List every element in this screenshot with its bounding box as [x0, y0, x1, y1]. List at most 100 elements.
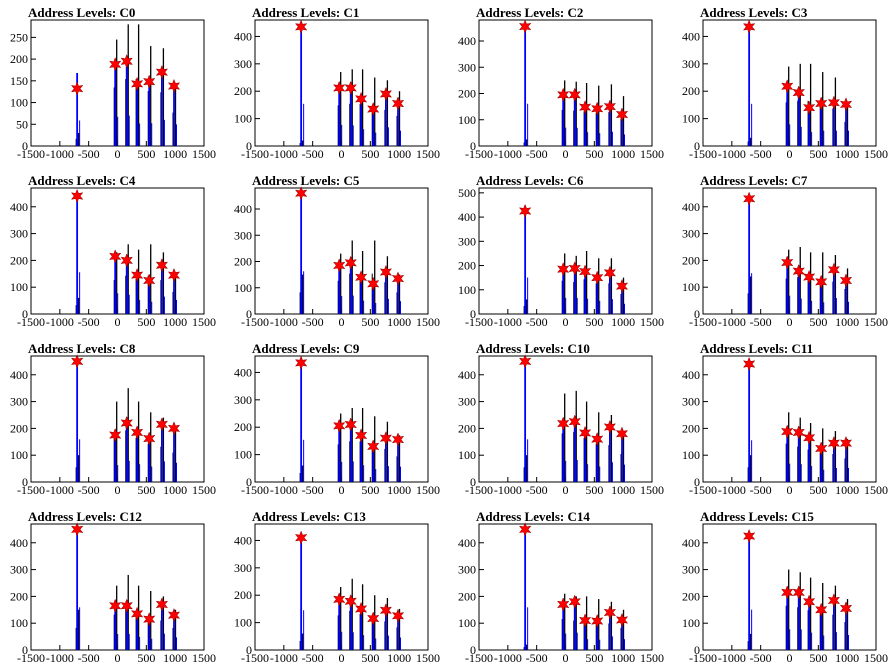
x-tick-label: 0: [115, 483, 121, 497]
peak-marker: [591, 431, 604, 447]
peak-marker: [591, 613, 604, 629]
x-tick-label: -500: [302, 651, 324, 665]
peak-marker: [120, 415, 134, 431]
y-tick-label: 100: [234, 281, 252, 295]
x-tick-label: 1000: [835, 315, 859, 329]
x-tick-label: 0: [787, 315, 793, 329]
x-tick-label: 0: [115, 651, 121, 665]
y-tick-label: 0: [470, 475, 476, 489]
y-tick-label: 400: [682, 536, 700, 550]
peak-marker: [815, 602, 828, 617]
peak-marker: [367, 276, 380, 291]
x-tick-label: -500: [526, 651, 548, 665]
peak-marker: [155, 258, 169, 273]
peak-marker: [578, 425, 592, 441]
histogram-panel: 0 100 200 300 400 -1500 -1000 -500 0 500 1000 1500 A…: [224, 0, 448, 168]
panel-title: Address Levels: C7: [700, 173, 808, 188]
peak-marker: [578, 264, 592, 279]
peak-marker: [518, 19, 532, 34]
peak-marker: [802, 269, 816, 285]
peak-marker: [143, 74, 156, 89]
peak-marker: [742, 528, 756, 544]
y-tick-label: 200: [458, 421, 476, 435]
x-tick-label: 500: [809, 483, 827, 497]
panel-title: Address Levels: C5: [252, 173, 360, 188]
x-tick-label: 1500: [864, 315, 888, 329]
x-tick-label: -1500: [241, 315, 269, 329]
plot-frame: [30, 355, 205, 483]
x-tick-label: 0: [563, 315, 569, 329]
y-tick-label: 400: [682, 368, 700, 382]
x-tick-label: 1000: [163, 147, 187, 161]
x-tick-label: -500: [78, 483, 100, 497]
y-tick-label: 200: [10, 589, 28, 603]
y-tick-label: 300: [234, 561, 252, 575]
y-tick-label: 200: [682, 253, 700, 267]
y-tick-label: 300: [234, 57, 252, 71]
x-tick-label: 1500: [192, 147, 216, 161]
x-tick-label: 1000: [387, 483, 411, 497]
x-tick-label: -1500: [17, 483, 45, 497]
y-tick-label: 400: [234, 29, 252, 43]
y-tick-label: 200: [10, 421, 28, 435]
y-tick-label: 200: [458, 87, 476, 101]
x-tick-label: -1000: [46, 147, 74, 161]
x-tick-label: 1000: [611, 483, 635, 497]
x-tick-label: 1500: [640, 483, 664, 497]
x-tick-label: -1500: [465, 315, 493, 329]
x-tick-label: -500: [750, 651, 772, 665]
x-tick-label: 0: [787, 483, 793, 497]
y-tick-label: 0: [22, 139, 28, 153]
peak-marker: [781, 79, 794, 94]
y-tick-label: 100: [10, 616, 28, 630]
peak-marker: [568, 414, 582, 429]
histogram-panel: 0 50 100 150 200 250 -1500 -1000 -500 0 500 1000 150…: [0, 0, 224, 168]
peak-marker: [130, 267, 144, 283]
histogram-plot: 0 100 200 300 400 -1500 -1000 -500 0 500 1000 1500: [10, 522, 216, 665]
y-tick-label: 200: [234, 588, 252, 602]
panel-title: Address Levels: C12: [28, 509, 142, 524]
x-tick-label: -500: [78, 651, 100, 665]
peak-marker: [518, 522, 532, 537]
y-tick-label: 300: [458, 234, 476, 248]
panel-title: Address Levels: C0: [28, 5, 136, 20]
panel-title: Address Levels: C10: [476, 341, 590, 356]
peak-marker: [568, 87, 582, 102]
histogram-panel: 0 100 200 300 400 -1500 -1000 -500 0 500 1000 1500 A…: [0, 168, 224, 336]
x-tick-label: 1000: [835, 147, 859, 161]
x-tick-label: -500: [302, 147, 324, 161]
histogram-panel: 0 100 200 300 400 -1500 -1000 -500 0 500 1000 1500 A…: [0, 504, 224, 672]
panel-title: Address Levels: C14: [476, 509, 590, 524]
y-tick-label: 200: [234, 420, 252, 434]
x-tick-label: 1000: [835, 483, 859, 497]
x-tick-label: -1500: [689, 651, 717, 665]
x-tick-label: -1500: [241, 651, 269, 665]
peak-marker: [603, 265, 617, 280]
peak-marker: [354, 91, 368, 107]
y-tick-label: 300: [10, 563, 28, 577]
x-tick-label: -1000: [718, 147, 746, 161]
x-tick-label: 500: [585, 651, 603, 665]
peak-marker: [354, 270, 368, 285]
peak-marker: [391, 432, 405, 447]
x-tick-label: 1000: [835, 651, 859, 665]
peak-marker: [294, 19, 308, 34]
histogram-panel: 0 100 200 300 400 500 -1500 -1000 -500 0 500 1000 15…: [448, 168, 672, 336]
panel-title: Address Levels: C3: [700, 5, 808, 20]
y-tick-label: 400: [234, 202, 252, 216]
x-tick-label: 1500: [416, 315, 440, 329]
panel-title: Address Levels: C11: [700, 341, 814, 356]
histogram-plot: 0 100 200 300 400 -1500 -1000 -500 0 500 1000 1500: [10, 187, 216, 329]
peak-marker: [367, 439, 380, 454]
peak-marker: [839, 97, 853, 112]
x-tick-label: -1000: [718, 651, 746, 665]
peak-marker: [781, 424, 794, 439]
y-tick-label: 100: [234, 112, 252, 126]
x-tick-label: 1500: [416, 147, 440, 161]
peak-marker: [354, 428, 368, 443]
x-tick-label: 1500: [416, 483, 440, 497]
x-tick-label: -500: [78, 315, 100, 329]
x-tick-label: 0: [787, 651, 793, 665]
peak-marker: [827, 435, 841, 451]
